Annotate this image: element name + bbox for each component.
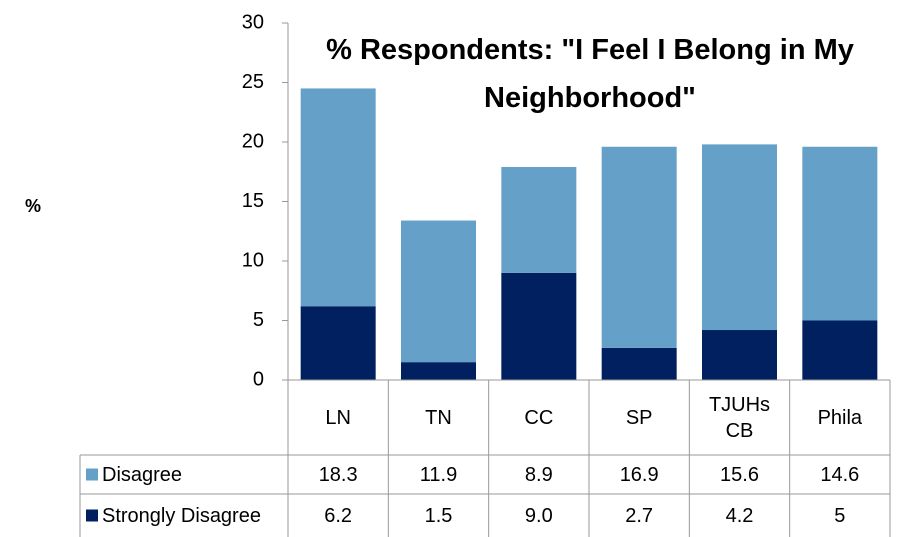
bar-segment [300, 306, 376, 380]
y-tick-label: 30 [242, 11, 264, 33]
bar-segment [702, 330, 777, 380]
data-label: 14.6 [820, 463, 860, 486]
bar-segment [300, 88, 376, 307]
y-tick-label: 25 [242, 71, 264, 93]
bar-segment [802, 320, 878, 380]
data-label: 9.0 [524, 504, 553, 527]
x-tick-label: Phila [817, 406, 863, 429]
data-label: 1.5 [424, 504, 453, 527]
bar-segment [501, 166, 577, 273]
legend-swatch [86, 509, 98, 522]
data-label: 6.2 [324, 504, 353, 527]
bar-segment [401, 362, 476, 380]
bar-segment [601, 347, 677, 380]
y-axis-label: % [25, 196, 41, 216]
data-label: 18.3 [318, 463, 358, 486]
legend-label: Disagree [102, 463, 183, 486]
x-tick-label: SP [625, 406, 653, 429]
y-tick-label: 10 [242, 249, 264, 271]
bar-segment [401, 220, 476, 363]
bar-segment [501, 272, 577, 380]
y-tick-label: 0 [253, 368, 264, 390]
bar-segment [702, 144, 777, 331]
x-tick-label: TN [425, 406, 452, 429]
x-tick-label: CC [524, 406, 554, 429]
bar-segment [601, 146, 677, 348]
data-label: 8.9 [524, 463, 553, 486]
x-tick-label: TJUHs CB [708, 393, 771, 442]
legend-label: Strongly Disagree [102, 504, 261, 527]
y-tick-label: 15 [242, 190, 264, 212]
bar-segment [802, 146, 878, 321]
x-tick-label: LN [325, 406, 351, 429]
y-tick-label: 5 [253, 309, 264, 331]
data-label: 4.2 [725, 504, 754, 527]
data-label: 2.7 [625, 504, 654, 527]
chart-title: % Respondents: "I Feel I Belong in My Ne… [326, 34, 854, 114]
data-label: 15.6 [720, 463, 759, 486]
data-label: 16.9 [619, 463, 659, 486]
legend-swatch [86, 468, 98, 481]
data-label: 5 [834, 504, 846, 527]
y-tick-label: 20 [242, 130, 264, 152]
data-label: 11.9 [419, 463, 458, 486]
